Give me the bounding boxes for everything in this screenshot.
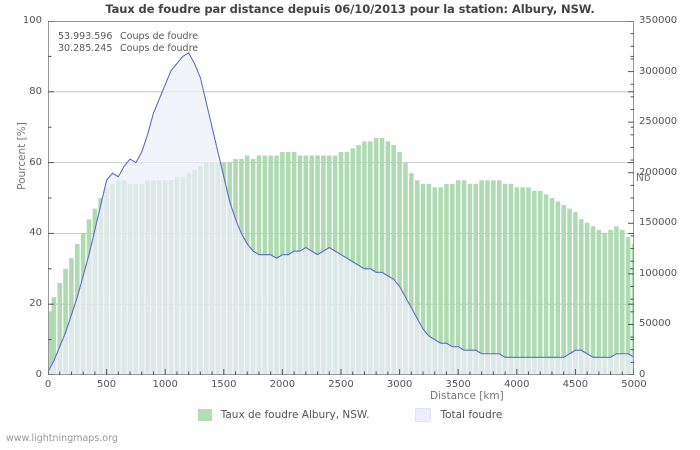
x-axis-title: Distance [km] bbox=[430, 390, 504, 402]
page-title: Taux de foudre par distance depuis 06/10… bbox=[105, 2, 595, 16]
chart-legend: Taux de foudre Albury, NSW. Total foudre bbox=[0, 408, 700, 422]
x-tick-2500: 2500 bbox=[328, 379, 354, 390]
x-tick-2000: 2000 bbox=[269, 379, 296, 390]
legend-label-total-foudre: Total foudre bbox=[440, 409, 503, 421]
y-tick-right-200000: 200000 bbox=[639, 166, 678, 178]
y-tick-right-100000: 100000 bbox=[639, 267, 678, 279]
x-tick-4500: 4500 bbox=[562, 379, 589, 390]
x-tick-0: 0 bbox=[44, 379, 52, 390]
x-tick-5000: 5000 bbox=[621, 379, 647, 390]
plot-area bbox=[48, 21, 634, 375]
site-footer-url: www.lightningmaps.org bbox=[6, 433, 118, 444]
legend-item-total-foudre: Total foudre bbox=[415, 408, 502, 422]
y-tick-right-300000: 300000 bbox=[639, 65, 678, 77]
annotation-value-1: 53.993.596 bbox=[58, 31, 113, 42]
x-tick-3000: 3000 bbox=[386, 379, 413, 390]
annotation-unit-1: Coups de foudre bbox=[120, 31, 199, 42]
x-tick-3500: 3500 bbox=[445, 379, 471, 390]
y-tick-right-350000: 350000 bbox=[639, 15, 678, 26]
total-foudre-line bbox=[48, 52, 634, 372]
y-tick-right-50000: 50000 bbox=[639, 318, 671, 330]
legend-swatch-lavender bbox=[415, 408, 432, 422]
x-tick-1000: 1000 bbox=[152, 379, 178, 390]
y-tick-left-40: 40 bbox=[29, 227, 42, 239]
y-tick-right-0: 0 bbox=[639, 369, 646, 380]
y-tick-left-100: 100 bbox=[22, 15, 42, 26]
x-tick-1500: 1500 bbox=[211, 379, 237, 390]
y-tick-right-250000: 250000 bbox=[639, 116, 678, 128]
y-tick-left-60: 60 bbox=[29, 156, 42, 168]
legend-label-taux-de-foudre: Taux de foudre Albury, NSW. bbox=[220, 409, 370, 421]
x-tick-500: 500 bbox=[97, 379, 117, 390]
legend-swatch-green bbox=[197, 409, 212, 421]
y-tick-right-150000: 150000 bbox=[639, 217, 678, 229]
annotation-unit-2: Coups de foudre bbox=[120, 43, 199, 54]
y-tick-left-20: 20 bbox=[29, 298, 42, 310]
y-axis-right-title: Nb bbox=[636, 172, 651, 184]
y-tick-left-80: 80 bbox=[29, 85, 42, 97]
annotation-value-2: 30.285.245 bbox=[58, 43, 113, 54]
annotation-station-strokes: 30.285.245 Coups de foudre bbox=[58, 43, 198, 54]
total-foudre-area bbox=[48, 52, 634, 375]
annotation-total-strokes: 53.993.596 Coups de foudre bbox=[58, 31, 198, 42]
legend-item-taux-de-foudre: Taux de foudre Albury, NSW. bbox=[197, 409, 370, 421]
x-tick-4000: 4000 bbox=[504, 379, 530, 390]
chart-canvas bbox=[48, 21, 634, 375]
y-tick-left-0: 0 bbox=[35, 369, 42, 380]
axis-ticks bbox=[48, 21, 634, 375]
